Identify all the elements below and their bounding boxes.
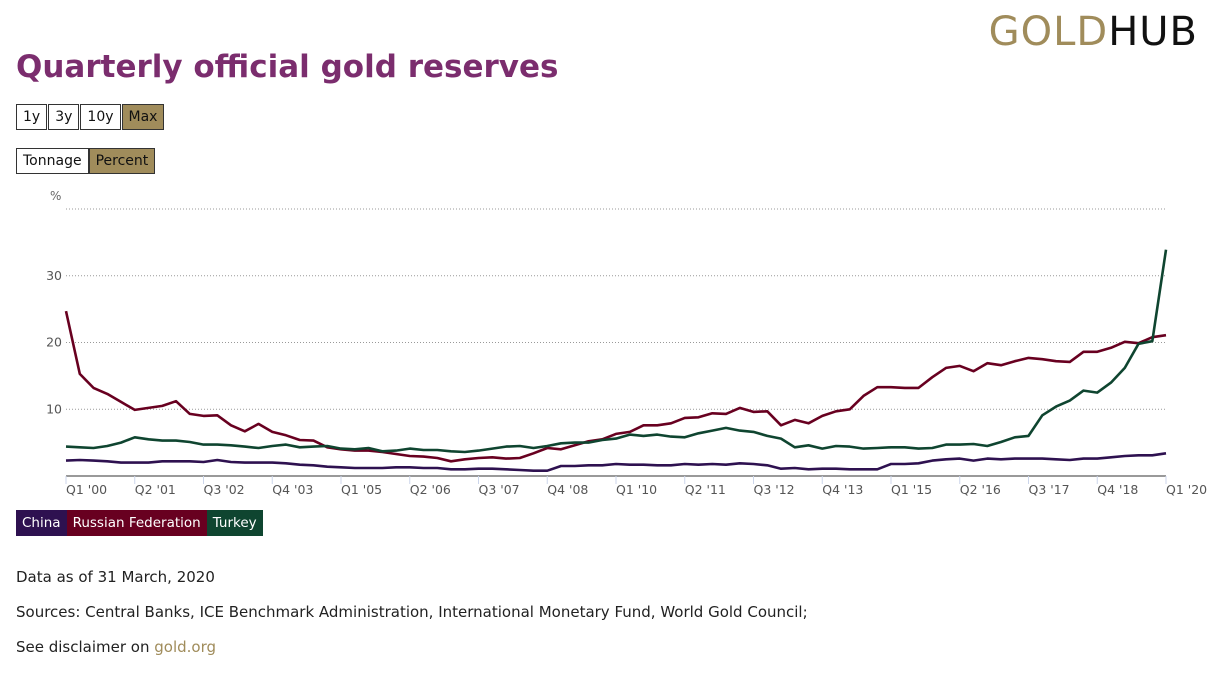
logo-hub: HUB: [1108, 9, 1198, 55]
range-3y-button[interactable]: 3y: [48, 104, 80, 130]
legend-item-turkey[interactable]: Turkey: [206, 510, 263, 536]
tonnage-button[interactable]: Tonnage: [16, 148, 89, 174]
range-1y-button[interactable]: 1y: [16, 104, 48, 130]
sources-note: Sources: Central Banks, ICE Benchmark Ad…: [16, 603, 808, 621]
disclaimer-prefix: See disclaimer on: [16, 638, 155, 656]
range-max-button[interactable]: Max: [121, 104, 165, 130]
x-tick-label: Q4 '13: [822, 482, 863, 497]
unit-selector: Tonnage Percent: [16, 148, 156, 174]
gold-org-link[interactable]: gold.org: [154, 638, 217, 656]
x-tick-label: Q4 '03: [272, 482, 313, 497]
data-as-of-note: Data as of 31 March, 2020: [16, 568, 215, 586]
x-tick-label: Q1 '15: [891, 482, 932, 497]
x-tick-label: Q2 '11: [685, 482, 726, 497]
y-tick-label: 20: [46, 335, 62, 350]
range-10y-button[interactable]: 10y: [80, 104, 121, 130]
x-tick-label: Q2 '16: [960, 482, 1001, 497]
x-tick-label: Q3 '17: [1029, 482, 1070, 497]
y-axis-unit-label: %: [50, 189, 61, 203]
disclaimer-note: See disclaimer on gold.org: [16, 638, 216, 656]
chart-legend: China Russian Federation Turkey: [16, 510, 263, 536]
y-tick-label: 30: [46, 268, 62, 283]
axes: % 10 20 30 Q1 '00 Q2 '01 Q3 '02 Q4 '03 Q1 '05 Q2 …: [46, 189, 1207, 497]
time-range-selector: 1y 3y 10y Max: [16, 104, 165, 130]
series-line-china: [65, 452, 1167, 473]
page-title: Quarterly official gold reserves: [16, 49, 559, 85]
series-line-turkey: [65, 249, 1168, 454]
x-tick-label: Q1 '05: [341, 482, 382, 497]
percent-button[interactable]: Percent: [88, 148, 156, 174]
goldhub-logo: GOLDHUB: [989, 10, 1198, 54]
x-tick-label: Q1 '20: [1166, 482, 1207, 497]
x-tick-label: Q4 '08: [547, 482, 588, 497]
logo-gold: GOLD: [988, 9, 1109, 55]
series-lines: [64, 249, 1168, 473]
x-tick-label: Q1 '10: [616, 482, 657, 497]
x-tick-label: Q1 '00: [66, 482, 107, 497]
series-line-russian-federation: [64, 310, 1167, 463]
line-chart: % 10 20 30 Q1 '00 Q2 '01 Q3 '02 Q4 '03 Q1 '05 Q2 …: [46, 189, 1207, 497]
x-tick-label: Q2 '06: [410, 482, 451, 497]
legend-item-russian-federation[interactable]: Russian Federation: [66, 510, 207, 536]
y-tick-label: 10: [46, 401, 62, 416]
x-tick-label: Q3 '12: [754, 482, 795, 497]
x-tick-label: Q3 '07: [479, 482, 520, 497]
x-tick-label: Q2 '01: [135, 482, 176, 497]
x-tick-label: Q4 '18: [1097, 482, 1138, 497]
legend-item-china[interactable]: China: [16, 510, 67, 536]
x-tick-label: Q3 '02: [204, 482, 245, 497]
gridlines: [66, 208, 1166, 410]
